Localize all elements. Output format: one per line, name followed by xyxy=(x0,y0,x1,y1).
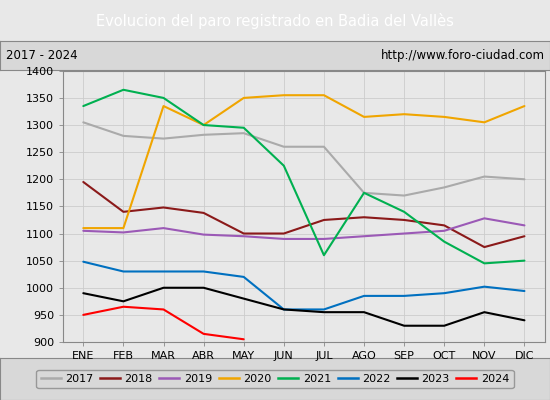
Text: http://www.foro-ciudad.com: http://www.foro-ciudad.com xyxy=(381,49,544,62)
Text: Evolucion del paro registrado en Badia del Vallès: Evolucion del paro registrado en Badia d… xyxy=(96,13,454,29)
Legend: 2017, 2018, 2019, 2020, 2021, 2022, 2023, 2024: 2017, 2018, 2019, 2020, 2021, 2022, 2023… xyxy=(36,370,514,388)
Text: 2017 - 2024: 2017 - 2024 xyxy=(6,49,77,62)
